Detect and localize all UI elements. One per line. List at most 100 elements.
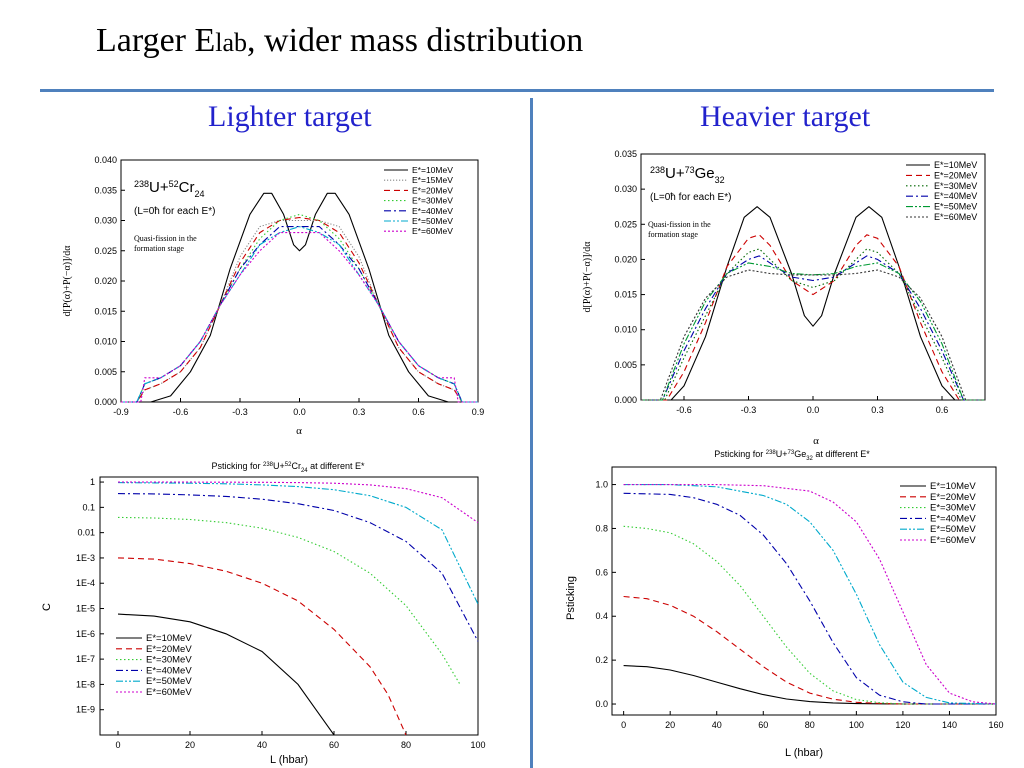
series-line-4 bbox=[641, 262, 985, 401]
legend-label-6: E*=60MeV bbox=[412, 226, 453, 236]
y-tick-label-9: 1E-9 bbox=[76, 705, 95, 715]
x-tick-label-3: 60 bbox=[758, 720, 768, 730]
y-tick-label-4: 0.020 bbox=[614, 254, 637, 264]
chart-ge-mass-distribution: -0.6 -0.3 0.0 0.3 0.6 0.000 0.005 0.010 0.015 0.0… bbox=[582, 149, 986, 445]
x-tick-label-2: -0.3 bbox=[232, 407, 248, 417]
legend-label-3: E*=30MeV bbox=[412, 196, 453, 206]
x-tick-label-5: 100 bbox=[849, 720, 864, 730]
legend-label-0: E*=10MeV bbox=[934, 160, 977, 170]
x-tick-label-0: 0 bbox=[115, 740, 120, 750]
y-tick-label-7: 0.035 bbox=[94, 185, 117, 195]
y-tick-label-1: 0.005 bbox=[614, 360, 637, 370]
y-axis-label: d[P(α)+P(−α)]/dα bbox=[582, 241, 593, 313]
x-tick-label-3: 0.3 bbox=[871, 405, 884, 415]
legend-label-2: E*=30MeV bbox=[146, 655, 192, 666]
x-tick-label-0: 0 bbox=[621, 720, 626, 730]
legend-label-5: E*=60MeV bbox=[930, 535, 976, 546]
y-tick-label-1: 0.005 bbox=[94, 367, 117, 377]
column-divider bbox=[530, 98, 533, 768]
legend-label-2: E*=30MeV bbox=[934, 181, 977, 191]
series-line-0 bbox=[641, 206, 985, 401]
legend-label-2: E*=30MeV bbox=[930, 503, 976, 514]
series-line-3 bbox=[641, 255, 985, 401]
legend-label-0: E*=10MeV bbox=[412, 165, 453, 175]
legend-label-5: E*=50MeV bbox=[412, 216, 453, 226]
y-tick-label-4: 1E-4 bbox=[76, 578, 95, 588]
x-axis-label: α bbox=[813, 435, 819, 445]
y-tick-label-1: 0.1 bbox=[82, 502, 95, 512]
plot-frame bbox=[99, 476, 479, 736]
legend-label-1: E*=20MeV bbox=[146, 644, 192, 655]
y-tick-label-2: 0.010 bbox=[94, 337, 117, 347]
reaction-label: 238U+52Cr24 bbox=[134, 179, 204, 199]
series-line-5 bbox=[118, 481, 479, 524]
y-tick-label-5: 0.025 bbox=[94, 246, 117, 256]
series-line-1 bbox=[623, 595, 996, 705]
series-line-1 bbox=[117, 557, 407, 736]
y-tick-label-3: 0.6 bbox=[595, 567, 608, 577]
x-tick-label-2: 0.0 bbox=[807, 405, 820, 415]
x-tick-label-4: 80 bbox=[401, 740, 411, 750]
y-tick-label-3: 0.015 bbox=[94, 306, 117, 316]
x-axis-label: α bbox=[296, 425, 302, 437]
x-tick-label-7: 140 bbox=[942, 720, 957, 730]
plot-frame bbox=[611, 466, 997, 716]
y-tick-label-7: 1E-7 bbox=[76, 654, 95, 664]
x-tick-label-4: 0.3 bbox=[353, 407, 366, 417]
y-axis-label: Psticking bbox=[565, 576, 577, 620]
annotation-line-2: formation stage bbox=[648, 230, 698, 239]
x-tick-label-3: 0.0 bbox=[293, 407, 306, 417]
series-line-2 bbox=[121, 216, 478, 403]
y-tick-label-3: 0.015 bbox=[614, 290, 637, 300]
reaction-note: (L=0ħ for each E*) bbox=[650, 192, 731, 203]
series-line-2 bbox=[641, 248, 985, 401]
title-divider bbox=[40, 89, 994, 92]
series-line-4 bbox=[623, 484, 997, 705]
x-tick-label-1: -0.3 bbox=[741, 405, 757, 415]
legend-label-0: E*=10MeV bbox=[930, 481, 976, 492]
legend-label-0: E*=10MeV bbox=[146, 633, 192, 644]
y-tick-label-0: 1 bbox=[90, 477, 95, 487]
y-axis-label: C bbox=[41, 603, 53, 611]
chart-cr-mass-distribution: -0.9 -0.6 -0.3 0.0 0.3 0.6 0.9 0.000 0.005 0.010 0… bbox=[62, 155, 484, 437]
series-line-4 bbox=[117, 482, 479, 605]
series-line-5 bbox=[641, 269, 985, 401]
annotation-line-2: formation stage bbox=[134, 244, 184, 253]
x-tick-label-4: 0.6 bbox=[936, 405, 949, 415]
y-tick-label-1: 0.2 bbox=[595, 655, 608, 665]
y-tick-label-5: 0.025 bbox=[614, 219, 637, 229]
y-tick-label-5: 1.0 bbox=[595, 480, 608, 490]
y-tick-label-8: 1E-8 bbox=[76, 679, 95, 689]
chart-title: Psticking for 238U+73Ge32 at different E… bbox=[714, 449, 870, 462]
chart-ge-psticking: Psticking for 238U+73Ge32 at different E… bbox=[565, 449, 1004, 759]
heading-lighter-target: Lighter target bbox=[208, 100, 372, 133]
x-tick-label-1: 20 bbox=[185, 740, 195, 750]
y-tick-label-4: 0.020 bbox=[94, 276, 117, 286]
y-tick-label-0: 0.000 bbox=[614, 395, 637, 405]
y-tick-label-6: 1E-6 bbox=[76, 629, 95, 639]
y-tick-label-8: 0.040 bbox=[94, 155, 117, 165]
heading-heavier-target: Heavier target bbox=[700, 100, 871, 133]
x-tick-label-2: 40 bbox=[257, 740, 267, 750]
y-tick-label-0: 0.0 bbox=[595, 699, 608, 709]
annotation-line-1: Quasi-fission in the bbox=[648, 220, 711, 229]
y-tick-label-4: 0.8 bbox=[595, 523, 608, 533]
x-tick-label-1: 20 bbox=[665, 720, 675, 730]
slide-title: Larger Elab, wider mass distribution bbox=[96, 22, 584, 59]
x-tick-label-8: 160 bbox=[988, 720, 1003, 730]
legend-label-3: E*=40MeV bbox=[934, 191, 977, 201]
series-line-6 bbox=[121, 232, 478, 403]
x-axis-label: L (hbar) bbox=[270, 754, 308, 766]
y-tick-label-2: 0.4 bbox=[595, 611, 608, 621]
x-tick-label-3: 60 bbox=[329, 740, 339, 750]
y-tick-label-3: 1E-3 bbox=[76, 553, 95, 563]
y-axis-label: d[P(α)+P(−α)]/dα bbox=[62, 245, 73, 317]
legend-label-4: E*=50MeV bbox=[146, 676, 192, 687]
x-tick-label-2: 40 bbox=[712, 720, 722, 730]
series-line-0 bbox=[117, 613, 342, 736]
series-line-0 bbox=[623, 665, 996, 705]
chart-cr-psticking: Psticking for 238U+52Cr24 at different E… bbox=[41, 461, 486, 766]
series-line-1 bbox=[641, 234, 985, 401]
y-tick-label-5: 1E-5 bbox=[76, 604, 95, 614]
x-tick-label-6: 120 bbox=[895, 720, 910, 730]
